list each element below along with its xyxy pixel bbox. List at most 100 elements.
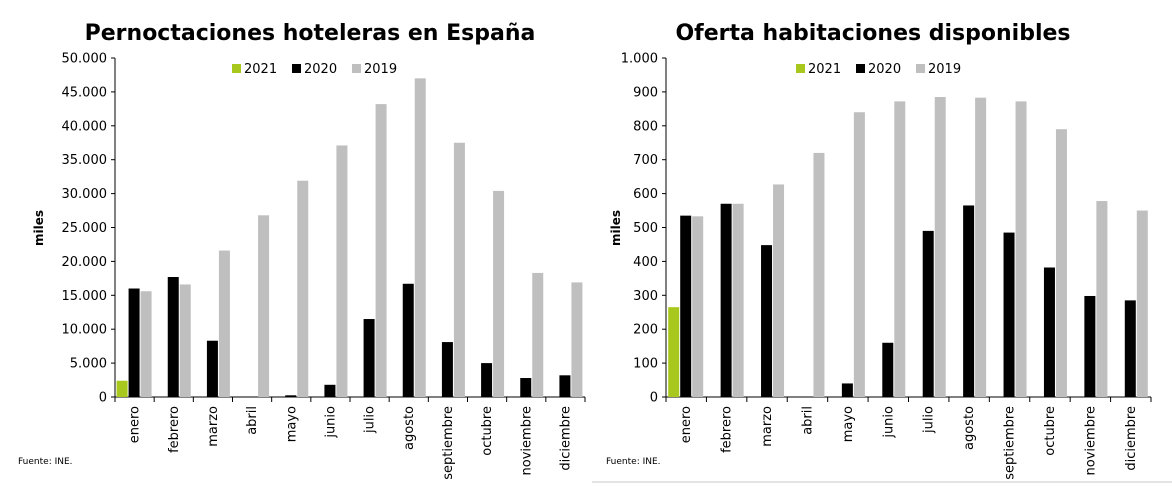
chart-title: Oferta habitaciones disponibles: [675, 21, 1070, 46]
bar-2019-septiembre: [1015, 101, 1027, 397]
bar-2020-septiembre: [441, 342, 453, 397]
bar-2020-mayo: [285, 395, 297, 397]
y-tick-label: 45.000: [62, 85, 108, 100]
bar-2020-febrero: [167, 276, 179, 397]
bar-2019-noviembre: [532, 272, 544, 397]
bar-2020-junio: [324, 384, 336, 397]
bar-2019-enero: [692, 216, 704, 397]
bar-2019-agosto: [414, 78, 426, 397]
bar-2019-octubre: [493, 190, 505, 397]
x-tick-label: mayo: [841, 406, 856, 442]
bar-2020-diciembre: [559, 375, 571, 397]
y-tick-label: 0: [650, 391, 658, 406]
y-tick-label: 800: [633, 119, 658, 134]
y-axis-label: miles: [609, 210, 623, 246]
y-tick-label: 900: [633, 85, 658, 100]
y-tick-label: 0: [99, 391, 107, 406]
x-tick-label: marzo: [206, 406, 221, 447]
bar-2019-diciembre: [571, 282, 583, 397]
x-tick-label: enero: [679, 406, 694, 443]
bar-2019-mayo: [297, 180, 309, 397]
bar-2020-diciembre: [1124, 300, 1136, 397]
x-tick-label: diciembre: [558, 406, 573, 471]
bar-2019-junio: [894, 101, 906, 397]
y-tick-label: 35.000: [62, 153, 108, 168]
bar-2019-julio: [934, 96, 946, 398]
bar-2019-enero: [140, 291, 152, 397]
bar-2019-agosto: [975, 97, 987, 398]
bar-2019-marzo: [218, 250, 230, 397]
chart-title: Pernoctaciones hoteleras en España: [85, 21, 536, 46]
y-tick-label: 500: [633, 221, 658, 236]
y-tick-label: 300: [633, 289, 658, 304]
bar-2019-octubre: [1055, 129, 1067, 397]
bar-2020-junio: [882, 342, 894, 397]
bar-2021-enero: [668, 307, 680, 397]
bar-2020-enero: [680, 215, 692, 397]
y-tick-label: 15.000: [62, 289, 108, 304]
y-tick-label: 10.000: [62, 323, 108, 338]
x-tick-label: mayo: [284, 406, 299, 442]
legend-label-2020: 2020: [868, 62, 901, 77]
bar-2021-enero: [116, 380, 128, 397]
bar-2020-octubre: [1043, 267, 1055, 397]
x-tick-label: agosto: [962, 406, 977, 450]
bar-2019-marzo: [773, 184, 785, 397]
chart-panel-pernoctaciones: Pernoctaciones hoteleras en España miles…: [18, 21, 586, 480]
y-tick-label: 600: [633, 187, 658, 202]
legend-swatch-2021: [796, 64, 805, 73]
legend-label-2021: 2021: [808, 62, 841, 77]
legend-swatch-2021: [232, 64, 241, 73]
x-tick-label: abril: [245, 406, 260, 435]
x-tick-label: septiembre: [441, 406, 456, 480]
x-tick-label: julio: [922, 406, 937, 434]
y-tick-label: 40.000: [62, 119, 108, 134]
source-note: Fuente: INE.: [606, 457, 661, 467]
bar-2019-abril: [258, 215, 270, 397]
bar-2020-agosto: [963, 205, 975, 397]
y-tick-label: 1.000: [621, 52, 658, 67]
bar-2019-febrero: [179, 284, 191, 397]
bar-2020-octubre: [481, 363, 493, 397]
chart-panel-oferta: Oferta habitaciones disponibles miles Fu…: [586, 0, 1172, 500]
bar-2020-marzo: [761, 245, 773, 397]
x-tick-label: junio: [323, 406, 338, 439]
x-tick-label: julio: [363, 406, 378, 434]
bar-2020-mayo: [841, 383, 853, 397]
y-axis-label: miles: [32, 210, 46, 246]
legend-swatch-2019: [352, 64, 361, 73]
legend-swatch-2019: [916, 64, 925, 73]
legend-swatch-2020: [292, 64, 301, 73]
y-tick-label: 100: [633, 357, 658, 372]
legend-label-2021: 2021: [244, 62, 277, 77]
x-tick-label: marzo: [760, 406, 775, 447]
y-tick-label: 400: [633, 255, 658, 270]
y-tick-label: 5.000: [70, 357, 107, 372]
bar-2020-febrero: [720, 203, 732, 397]
source-note: Fuente: INE.: [18, 457, 73, 467]
bar-2019-noviembre: [1096, 201, 1108, 397]
y-tick-label: 200: [633, 323, 658, 338]
bar-2020-julio: [363, 319, 375, 397]
x-tick-label: abril: [800, 406, 815, 435]
x-tick-label: enero: [128, 406, 143, 443]
bar-2019-julio: [375, 104, 387, 397]
y-tick-label: 50.000: [62, 52, 108, 67]
bar-2020-enero: [128, 288, 140, 397]
bar-2020-julio: [922, 230, 934, 397]
bar-2019-febrero: [732, 203, 744, 397]
x-tick-label: octubre: [1043, 406, 1058, 456]
x-tick-label: noviembre: [1083, 406, 1098, 475]
bar-2019-septiembre: [453, 142, 465, 397]
bar-2019-junio: [336, 145, 348, 397]
y-tick-label: 20.000: [62, 255, 108, 270]
bar-2019-mayo: [853, 112, 865, 398]
chart-oferta: Oferta habitaciones disponibles miles Fu…: [592, 21, 1172, 483]
legend-label-2019: 2019: [928, 62, 961, 77]
bar-2020-noviembre: [520, 378, 532, 397]
y-tick-label: 700: [633, 153, 658, 168]
x-tick-label: agosto: [402, 406, 417, 450]
x-tick-label: febrero: [720, 406, 735, 453]
x-tick-label: diciembre: [1124, 406, 1139, 471]
legend-label-2020: 2020: [304, 62, 337, 77]
